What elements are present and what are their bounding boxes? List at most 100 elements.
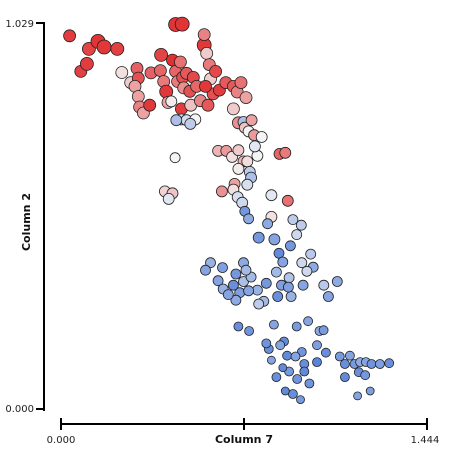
data-point [154,48,169,62]
data-point [201,98,215,112]
data-point [282,281,294,293]
data-point [312,340,322,351]
data-point [304,378,315,389]
data-point [63,29,76,43]
data-point [200,264,211,276]
data-point [360,370,371,381]
data-point [270,266,282,278]
points-layer [63,16,395,405]
data-point [243,213,255,225]
data-point [285,291,297,302]
x-tick-label-left: 0.000 [47,435,76,446]
data-point [265,189,278,202]
data-point [282,350,293,361]
data-point [296,257,308,269]
data-point [174,16,190,32]
y-tick-label-top: 1.029 [5,19,34,30]
data-point [353,391,363,401]
data-point [322,291,334,302]
data-point [291,229,303,241]
data-point [240,264,252,276]
data-point [217,262,228,274]
data-point [305,248,317,260]
data-point [80,57,94,71]
data-point [173,55,187,69]
data-point [287,389,298,399]
data-point [241,178,254,191]
data-point [344,350,355,361]
data-point [230,294,242,306]
data-point [283,272,295,284]
data-point [292,374,303,384]
data-point [384,358,395,369]
y-axis-title: Column 2 [20,193,33,251]
data-point [297,279,309,291]
data-point [209,65,223,78]
data-point [339,372,350,383]
data-point [255,131,268,143]
data-point [230,268,242,280]
data-point [197,28,211,41]
data-point [227,279,239,291]
y-tick-label-bottom: 0.000 [5,404,34,415]
data-point [253,298,265,310]
data-point [266,355,276,365]
data-point [262,218,274,230]
data-point [284,240,296,252]
data-point [153,64,167,77]
data-point [239,91,253,104]
data-point [131,90,145,103]
data-point [334,351,345,362]
data-point [96,39,112,55]
data-point [275,340,286,351]
data-point [272,291,284,302]
x-tick-label-right: 1.444 [411,435,440,446]
data-point [291,321,302,332]
data-point [212,275,224,287]
data-point [233,321,244,332]
data-point [165,95,178,108]
data-point [301,265,313,277]
data-point [243,285,255,297]
data-point [248,140,261,153]
data-point [170,114,183,127]
data-point [268,233,281,246]
data-point [261,338,272,349]
data-point [205,257,216,269]
data-point [295,219,307,231]
data-point [299,366,310,377]
data-point [279,146,292,159]
data-point [232,144,245,157]
data-point [143,98,157,112]
data-point [234,76,248,89]
data-point [115,66,129,79]
data-point [222,289,234,301]
data-point [331,276,343,287]
data-point [162,192,175,205]
data-point [320,347,331,358]
data-point [245,114,258,127]
data-point [287,214,299,226]
data-point [318,279,330,291]
data-point [318,325,329,336]
data-point [215,185,228,198]
data-point [232,162,245,175]
data-point [260,277,272,289]
data-point [252,231,265,244]
data-point [280,386,290,396]
data-point [277,256,289,268]
data-point [268,319,279,330]
data-point [278,363,288,373]
data-point [241,155,254,168]
data-point [226,102,240,116]
x-axis-title: Column 7 [215,433,273,446]
data-point [339,359,350,369]
data-point [244,326,255,336]
data-point [366,359,377,369]
data-point [271,372,282,383]
data-point [290,351,301,362]
data-point [312,357,322,368]
data-point [184,118,197,130]
data-point [303,316,314,327]
